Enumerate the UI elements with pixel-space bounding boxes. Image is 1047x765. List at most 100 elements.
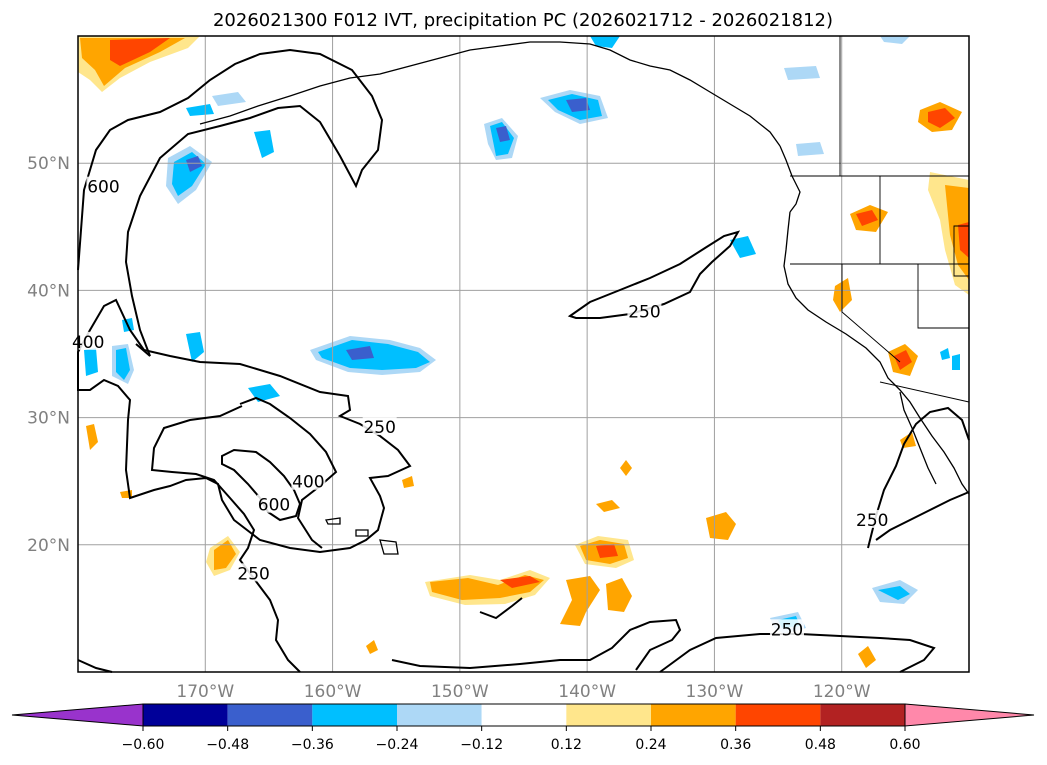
lon-tick-label: 150°W [431, 682, 489, 702]
precip-negative-region [730, 236, 756, 258]
us-mexico-border [879, 381, 970, 403]
contour-label: 250 [237, 564, 269, 584]
precip-positive-region [596, 500, 620, 512]
precip-negative-region [566, 98, 590, 112]
lat-tick-label: 50°N [27, 154, 70, 174]
lon-tick-label: 130°W [686, 682, 744, 702]
ivt-contour-400 [77, 298, 412, 554]
colorbar-tick-label: −0.48 [206, 737, 249, 753]
precip-positive-region [86, 424, 98, 450]
precip-negative-region [254, 130, 274, 158]
precip-negative-region [186, 156, 202, 172]
precip-negative-region [186, 332, 204, 362]
contour-label-bg [291, 471, 326, 490]
ivt-contour-250 [239, 396, 338, 549]
precip-negative-region [212, 92, 246, 106]
lat-tick-labels: 20°N 30°N 40°N 50°N [27, 154, 70, 556]
ivt-contour-250-south [77, 659, 113, 673]
precip-negative-region [346, 346, 374, 360]
contour-label-bg [86, 176, 121, 195]
ivt-contour-600 [77, 48, 384, 357]
precip-positive-region [560, 576, 600, 626]
colorbar-segment [820, 704, 905, 726]
precip-negative-region [796, 142, 824, 156]
map-frame [77, 35, 970, 673]
colorbar-tick-label: −0.36 [291, 737, 334, 753]
precip-negative-region [952, 354, 960, 370]
colorbar-extend-high [904, 703, 1035, 727]
island [325, 517, 341, 525]
precip-negative-region [940, 348, 950, 360]
ivt-contour-250-ocean [567, 230, 741, 319]
ivt-contours [77, 48, 970, 673]
colorbar-tick-label: 0.60 [889, 737, 920, 753]
contour-label-bg [71, 331, 106, 350]
ivt-contour-600-small [221, 448, 302, 522]
ivt-contour-250-southeast2 [659, 633, 936, 673]
canada-coastline [779, 145, 801, 213]
contour-label-bg [627, 301, 662, 320]
precip-positive-region [894, 350, 912, 370]
precip-positive-region [945, 185, 969, 280]
colorbar-tick-label: 0.36 [720, 737, 751, 753]
colorbar-frame [142, 703, 906, 727]
chart-title: 2026021300 F012 IVT, precipitation PC (2… [213, 10, 833, 31]
contour-label: 250 [628, 302, 660, 322]
precip-negative-region [496, 126, 510, 142]
colorbar-tick-label: 0.24 [635, 737, 666, 753]
contour-label-bg [855, 509, 890, 528]
lon-tick-label: 120°W [813, 682, 871, 702]
borders [790, 36, 970, 403]
lon-tick-label: 140°W [558, 682, 616, 702]
precip-negative-region [880, 36, 910, 44]
contour-label: 400 [292, 473, 324, 493]
colorbar-segment [227, 704, 313, 726]
precip-positive-region [80, 38, 185, 86]
precip-positive-region [833, 278, 852, 312]
island [355, 529, 369, 537]
precip-positive-region [620, 460, 632, 476]
lon-tick-labels: 170°W 160°W 150°W 140°W 130°W 120°W [176, 682, 870, 702]
lon-tick-label: 170°W [176, 682, 234, 702]
state-border [917, 264, 969, 329]
precip-shading [78, 36, 969, 668]
precip-positive-region [856, 210, 878, 226]
contour-label: 600 [87, 178, 119, 198]
contour-label: 250 [856, 511, 888, 531]
contour-label: 250 [771, 620, 803, 640]
contour-label: 600 [258, 496, 290, 516]
colorbar-tick-label: −0.12 [460, 737, 503, 753]
contour-label-bg [362, 417, 397, 436]
precip-positive-region [958, 222, 969, 258]
ivt-contour-250-mid [479, 597, 523, 620]
colorbar-segment [651, 704, 736, 726]
precip-negative-region [116, 348, 130, 380]
lat-tick-label: 40°N [27, 281, 70, 301]
contour-label: 250 [363, 418, 395, 438]
ivt-contour-250-east [867, 406, 970, 549]
lat-tick-label: 20°N [27, 536, 70, 556]
colorbar-segment [312, 704, 397, 726]
precip-negative-region [878, 586, 910, 600]
island [379, 539, 399, 555]
precip-negative-region [318, 340, 430, 370]
colorbar: −0.60 −0.48 −0.36 −0.24 −0.12 0.12 0.24 0.36 0.4… [11, 703, 1035, 753]
precip-positive-region [500, 576, 540, 588]
lat-tick-label: 30°N [27, 409, 70, 429]
alaska-coastline [199, 41, 781, 147]
colorbar-segment [481, 704, 567, 726]
lon-tick-label: 160°W [304, 682, 362, 702]
precip-positive-region [858, 646, 876, 668]
contour-label-bg [769, 619, 804, 638]
colorbar-tick-label: −0.24 [376, 737, 419, 753]
precip-negative-region [186, 104, 214, 116]
precip-negative-region [84, 348, 98, 376]
precip-positive-region [606, 578, 632, 612]
colorbar-segment [566, 704, 651, 726]
coastlines [199, 41, 970, 555]
precip-negative-region [784, 66, 820, 80]
precip-positive-region [402, 476, 414, 488]
precip-positive-region [110, 38, 170, 66]
